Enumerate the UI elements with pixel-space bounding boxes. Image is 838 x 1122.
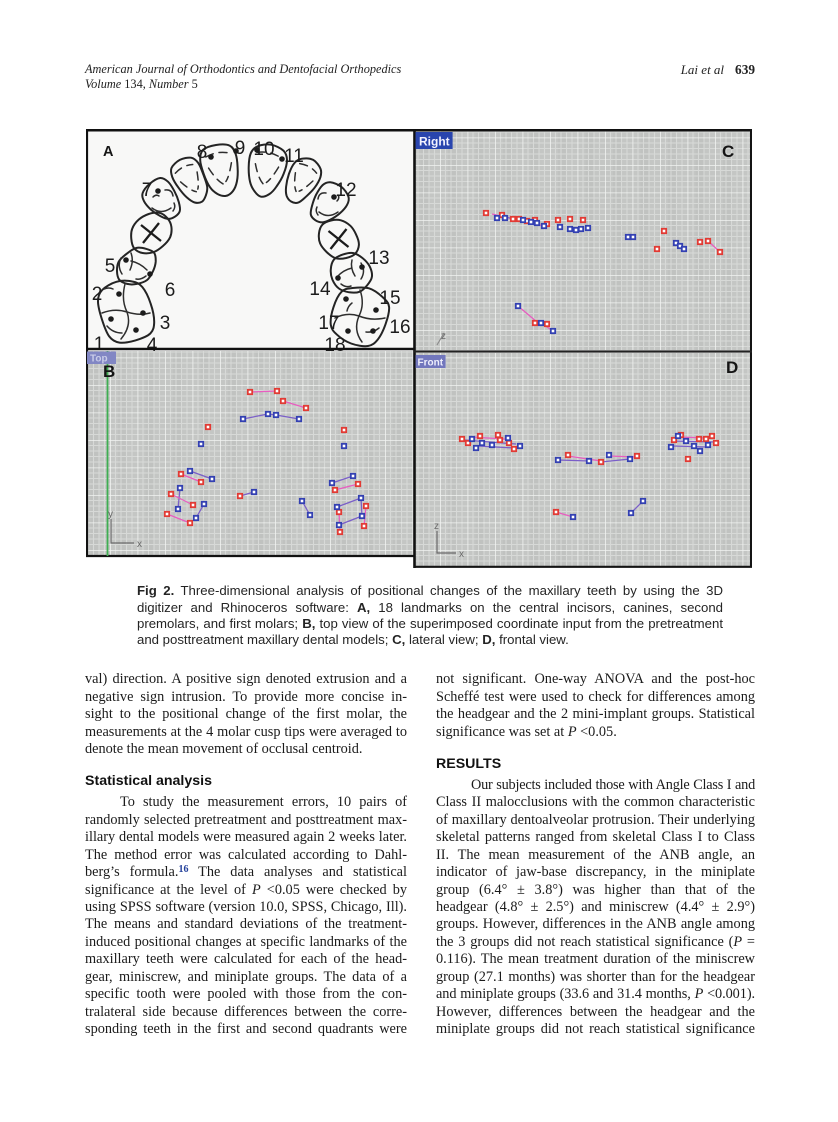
svg-text:x: x [137,539,142,550]
svg-text:14: 14 [309,279,331,300]
svg-text:10: 10 [253,139,274,160]
svg-text:2: 2 [92,284,103,305]
svg-text:Top: Top [90,354,108,365]
svg-text:4: 4 [147,335,158,356]
svg-text:7: 7 [142,180,153,201]
svg-text:z: z [434,521,439,532]
svg-text:x: x [459,549,464,560]
svg-text:9: 9 [235,138,246,159]
svg-text:11: 11 [284,146,304,167]
svg-text:16: 16 [389,317,410,338]
svg-text:18: 18 [324,335,345,356]
svg-text:5: 5 [105,256,116,277]
svg-text:12: 12 [335,180,356,201]
svg-text:13: 13 [368,248,389,269]
svg-text:y: y [108,509,113,520]
svg-text:3: 3 [160,313,171,334]
svg-text:A: A [103,144,114,160]
svg-text:1: 1 [94,334,105,355]
svg-text:15: 15 [379,288,400,309]
svg-text:17: 17 [318,313,339,334]
svg-text:Right: Right [419,135,450,149]
svg-text:Front: Front [418,358,444,369]
svg-text:z: z [441,331,446,342]
svg-text:6: 6 [165,280,176,301]
svg-text:D: D [726,358,738,377]
svg-text:B: B [103,362,115,381]
svg-text:8: 8 [197,142,208,163]
svg-text:C: C [722,142,734,161]
